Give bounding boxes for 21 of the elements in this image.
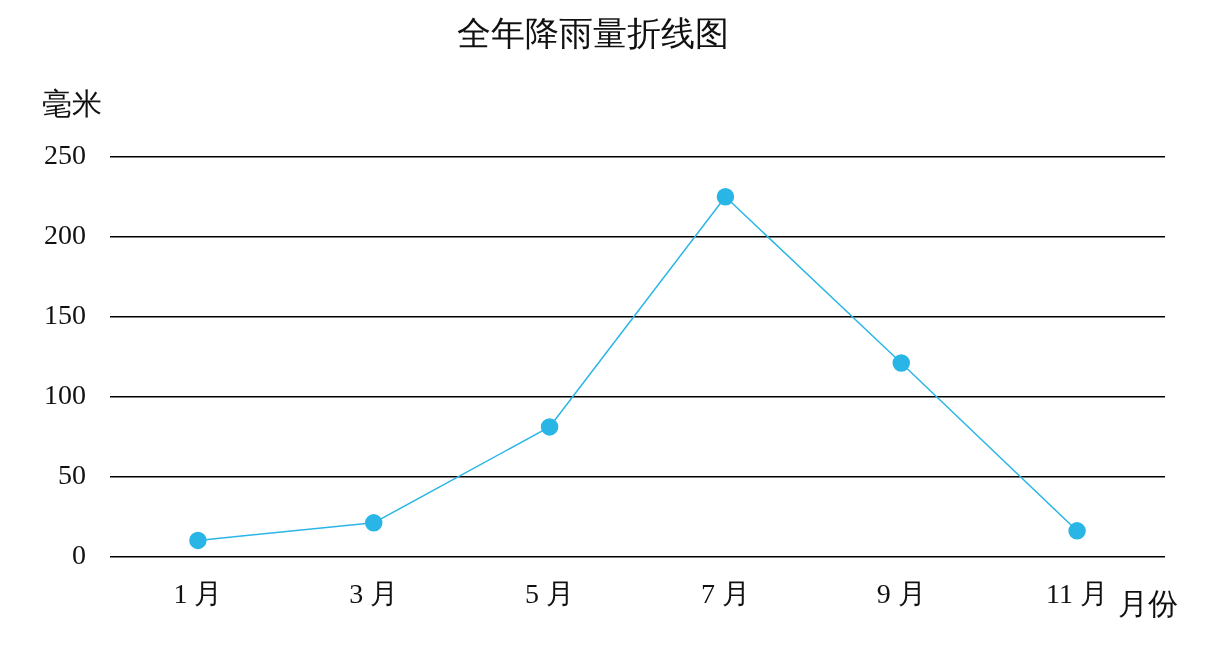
x-tick-label: 1 月 — [173, 577, 223, 609]
point — [892, 354, 910, 372]
point — [189, 531, 207, 550]
point — [1068, 522, 1086, 540]
y-axis-title: 毫米 — [42, 86, 102, 120]
point — [716, 188, 735, 206]
point — [365, 514, 383, 532]
y-tick-label: 150 — [44, 299, 86, 330]
y-tick-label: 50 — [58, 458, 86, 490]
x-tick-label: 5 月 — [525, 577, 575, 609]
x-tick-label: 11 月 — [1046, 577, 1109, 609]
y-tick-label: 200 — [44, 219, 86, 251]
y-tick-label: 0 — [72, 538, 86, 570]
point — [540, 418, 559, 436]
x-tick-label: 3 月 — [349, 577, 399, 609]
x-axis-title: 月份 — [1118, 586, 1178, 620]
x-tick-label: 9 月 — [876, 577, 926, 609]
y-tick-label: 100 — [44, 378, 86, 410]
chart-title: 全年降雨量折线图 — [456, 15, 729, 53]
x-tick-label: 7 月 — [700, 577, 750, 609]
y-tick-label: 250 — [44, 139, 86, 171]
